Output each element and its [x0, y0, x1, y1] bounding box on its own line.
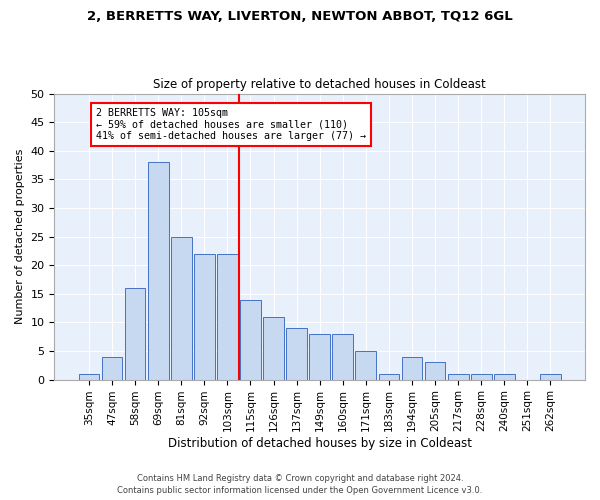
Bar — [148, 162, 169, 380]
Bar — [171, 236, 191, 380]
X-axis label: Distribution of detached houses by size in Coldeast: Distribution of detached houses by size … — [168, 437, 472, 450]
Bar — [332, 334, 353, 380]
Bar — [101, 356, 122, 380]
Bar — [217, 254, 238, 380]
Text: 2 BERRETTS WAY: 105sqm
← 59% of detached houses are smaller (110)
41% of semi-de: 2 BERRETTS WAY: 105sqm ← 59% of detached… — [96, 108, 366, 141]
Bar — [125, 288, 145, 380]
Bar — [471, 374, 491, 380]
Bar — [286, 328, 307, 380]
Bar — [494, 374, 515, 380]
Text: Contains HM Land Registry data © Crown copyright and database right 2024.
Contai: Contains HM Land Registry data © Crown c… — [118, 474, 482, 495]
Bar — [194, 254, 215, 380]
Bar — [379, 374, 400, 380]
Bar — [79, 374, 99, 380]
Bar — [448, 374, 469, 380]
Bar — [425, 362, 445, 380]
Y-axis label: Number of detached properties: Number of detached properties — [15, 149, 25, 324]
Bar — [263, 316, 284, 380]
Bar — [355, 351, 376, 380]
Text: 2, BERRETTS WAY, LIVERTON, NEWTON ABBOT, TQ12 6GL: 2, BERRETTS WAY, LIVERTON, NEWTON ABBOT,… — [87, 10, 513, 23]
Bar — [540, 374, 561, 380]
Bar — [240, 300, 261, 380]
Bar — [310, 334, 330, 380]
Bar — [401, 356, 422, 380]
Title: Size of property relative to detached houses in Coldeast: Size of property relative to detached ho… — [154, 78, 486, 91]
